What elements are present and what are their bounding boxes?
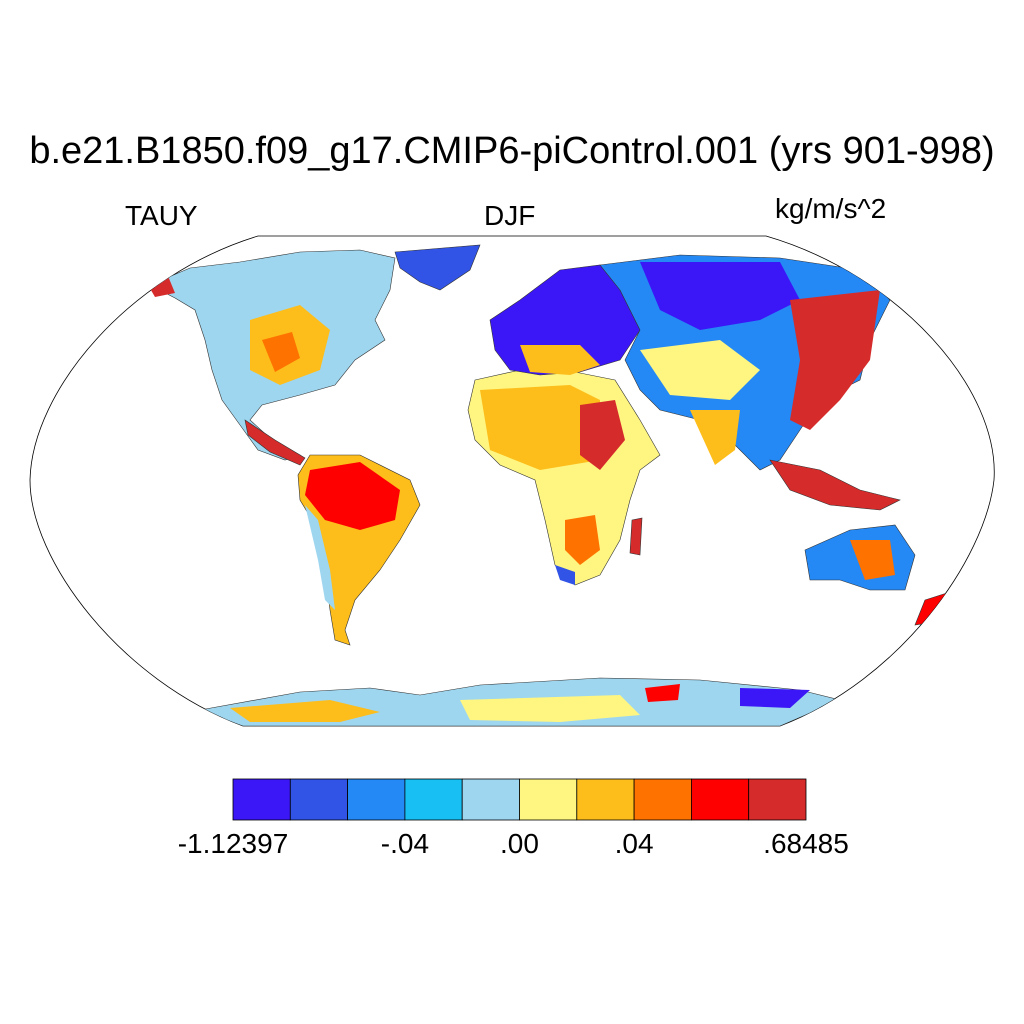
antarctica-warm-east <box>460 695 640 722</box>
colorbar-bin <box>691 778 750 821</box>
colorbar-bin <box>404 778 463 821</box>
colorbar-tick-label: .04 <box>614 828 654 859</box>
siberia-cold <box>640 262 800 330</box>
colorbar-tick-label: -.04 <box>380 828 430 859</box>
colorbar-tick-label: .00 <box>500 828 539 859</box>
colorbar-tick-label: .68485 <box>763 828 849 859</box>
colorbar-bin <box>633 778 692 821</box>
east-asia-hotspot <box>790 290 880 430</box>
north-america-hotspot <box>262 332 300 372</box>
colorbar-tick-label: -1.12397 <box>177 828 289 859</box>
antarctica-cold-east <box>740 688 810 708</box>
colorbar-bin <box>461 778 520 821</box>
andes-cool-strip <box>305 505 335 610</box>
central-asia-warm <box>640 340 760 400</box>
maritime-continent <box>769 459 901 511</box>
greenland <box>394 244 481 291</box>
africa-hotspot-south <box>565 515 600 565</box>
antarctica-warm-west <box>230 700 380 722</box>
colorbar-bin <box>347 778 406 821</box>
colorbar-bin <box>576 778 635 821</box>
africa-hotspot-east <box>580 400 625 470</box>
colorbar-bin <box>748 778 807 821</box>
colorbar-bin <box>519 778 578 821</box>
colorbar-bin <box>232 778 291 821</box>
units-label: kg/m/s^2 <box>775 193 887 224</box>
mediterranean-warm <box>520 345 600 375</box>
india-region <box>690 410 740 465</box>
australia-hotspot <box>850 540 895 580</box>
antarctica-hotspot <box>645 684 680 702</box>
variable-label: TAUY <box>125 200 198 231</box>
alaska-patch <box>148 276 175 297</box>
plot-title: b.e21.B1850.f09_g17.CMIP6-piControl.001 … <box>29 130 995 172</box>
season-label: DJF <box>484 200 536 231</box>
sahara-warm <box>480 385 600 470</box>
madagascar <box>629 517 643 556</box>
africa-cape-cool <box>555 565 575 585</box>
colorbar-bin <box>289 778 348 821</box>
central-america <box>244 419 306 466</box>
amazon-hotspot <box>305 462 400 530</box>
